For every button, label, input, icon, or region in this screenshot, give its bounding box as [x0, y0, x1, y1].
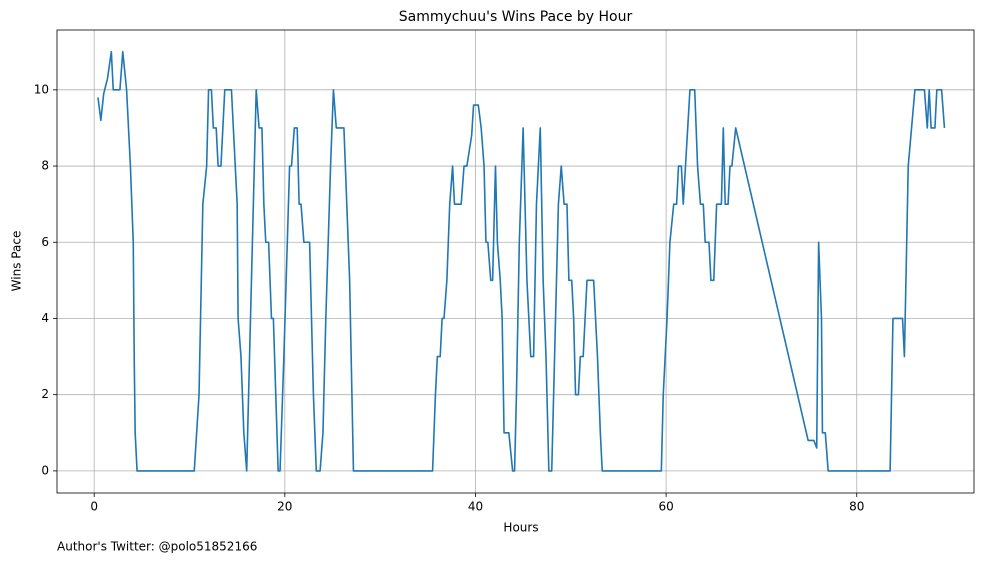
x-tick-label: 0: [90, 500, 98, 514]
y-tick-label: 0: [41, 463, 49, 477]
x-tick-label: 80: [849, 500, 864, 514]
y-tick-label: 10: [34, 82, 49, 96]
x-tick-label: 40: [468, 500, 483, 514]
x-tick-label: 20: [277, 500, 292, 514]
x-axis-label: Hours: [503, 521, 538, 535]
x-tick-label: 60: [658, 500, 673, 514]
y-tick-label: 6: [41, 235, 49, 249]
note: Author's Twitter: @polo51852166: [57, 540, 257, 554]
y-tick-label: 4: [41, 311, 49, 325]
plot-frame: [56, 29, 975, 494]
y-tick-label: 8: [41, 159, 49, 173]
data-line: [97, 50, 946, 472]
y-axis-label: Wins Pace: [10, 231, 24, 292]
chart-title: Sammychuu's Wins Pace by Hour: [399, 9, 633, 25]
y-tick-label: 2: [41, 387, 49, 401]
